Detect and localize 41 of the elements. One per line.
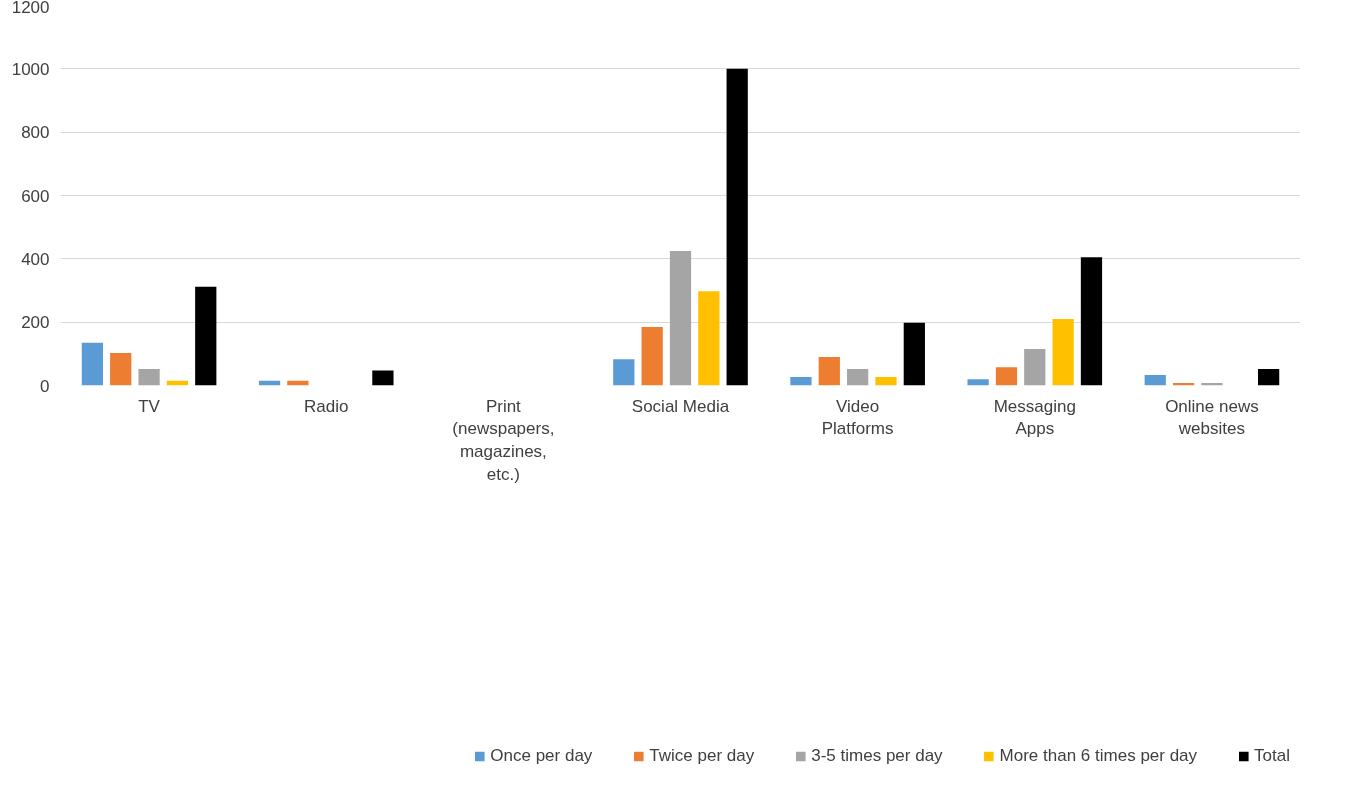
x-tick-label: Online news websites bbox=[1165, 396, 1259, 439]
bar bbox=[81, 342, 104, 386]
bar bbox=[641, 326, 663, 386]
x-tick-label: Messaging Apps bbox=[993, 396, 1076, 439]
legend-label: Once per day bbox=[490, 746, 593, 766]
bar bbox=[875, 376, 897, 386]
bar bbox=[138, 369, 160, 386]
bar bbox=[995, 367, 1018, 386]
x-tick-label: TV bbox=[138, 396, 161, 416]
bar bbox=[790, 376, 812, 386]
bar bbox=[698, 291, 720, 386]
bar bbox=[726, 68, 748, 386]
legend-label: More than 6 times per day bbox=[999, 746, 1198, 766]
y-tick-label: 1000 bbox=[11, 59, 50, 79]
bar bbox=[195, 286, 217, 386]
x-tick-label: Video Platforms bbox=[821, 396, 894, 439]
legend-label: Twice per day bbox=[649, 746, 755, 766]
bar bbox=[669, 250, 692, 386]
bar bbox=[1144, 375, 1166, 386]
y-tick-label: 200 bbox=[21, 313, 50, 333]
y-tick-label: 1200 bbox=[11, 0, 50, 17]
bar bbox=[1024, 349, 1046, 386]
legend-label: 3-5 times per day bbox=[811, 746, 943, 766]
bar bbox=[967, 379, 989, 386]
x-tick-label: Print (newspapers, magazines, etc.) bbox=[452, 396, 555, 484]
bar bbox=[1257, 369, 1280, 386]
bar bbox=[847, 369, 869, 386]
y-tick-label: 600 bbox=[21, 186, 50, 206]
y-tick-label: 400 bbox=[21, 249, 50, 269]
legend-label: Total bbox=[1254, 746, 1290, 766]
bar bbox=[903, 322, 925, 386]
bar bbox=[613, 359, 635, 386]
x-tick-label: Social Media bbox=[631, 396, 730, 416]
bar bbox=[1052, 319, 1074, 386]
y-tick-label: 800 bbox=[21, 123, 50, 143]
bar bbox=[110, 352, 132, 386]
bar bbox=[818, 357, 840, 386]
x-tick-label: Radio bbox=[304, 396, 349, 416]
y-tick-label: 0 bbox=[40, 376, 50, 396]
bar bbox=[372, 370, 394, 386]
bar bbox=[1080, 257, 1103, 386]
